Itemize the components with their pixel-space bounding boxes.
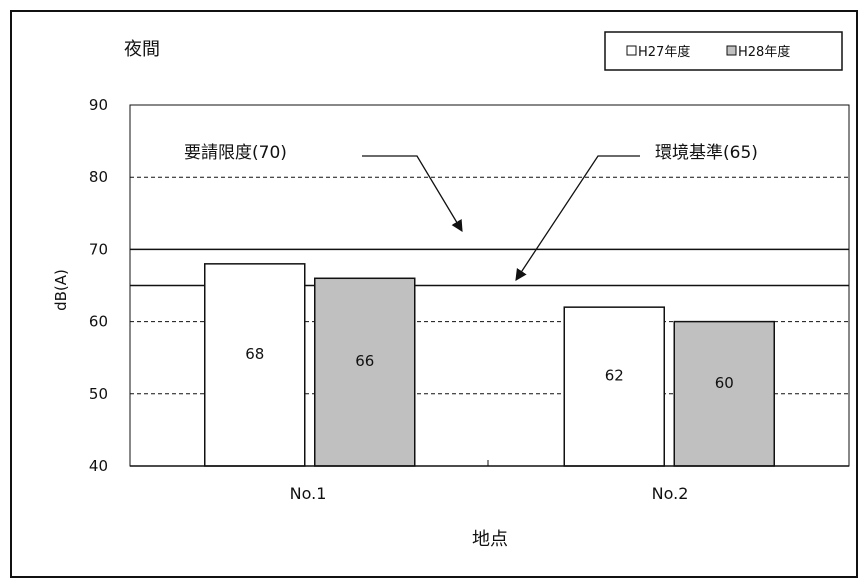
y-tick-label: 70 — [89, 240, 108, 258]
legend-label-h27: H27年度 — [638, 44, 690, 60]
bar-value-label: 66 — [355, 352, 374, 370]
category-label-no1: No.1 — [290, 484, 327, 503]
category-label-no2: No.2 — [652, 484, 689, 503]
y-tick-label: 90 — [89, 96, 108, 114]
chart-frame — [10, 10, 858, 578]
legend: H27年度 H28年度 — [604, 31, 843, 71]
y-axis-title: dB(A) — [52, 269, 70, 311]
arrow-request-limit — [362, 155, 463, 233]
y-tick-label: 80 — [89, 168, 108, 186]
bar — [563, 306, 665, 467]
y-tick-label: 50 — [89, 385, 108, 403]
bar — [204, 263, 306, 467]
legend-swatch-h27 — [626, 45, 637, 56]
bar-value-label: 62 — [605, 367, 624, 385]
annotation-env-standard: 環境基準(65) — [655, 143, 758, 163]
bar — [314, 277, 416, 467]
bars: 68 66 62 60 — [204, 263, 775, 467]
y-axis-ticks: 40 50 60 70 80 90 — [89, 96, 108, 475]
chart-title: 夜間 — [124, 39, 160, 60]
x-axis-title: 地点 — [472, 529, 508, 550]
legend-swatch-h28 — [726, 45, 737, 56]
annotation-request-limit: 要請限度(70) — [184, 143, 287, 163]
bar-value-label: 68 — [245, 345, 264, 363]
legend-box — [604, 31, 843, 71]
y-tick-label: 60 — [89, 313, 108, 331]
bar-value-label: 60 — [715, 374, 734, 392]
arrow-env-standard — [515, 155, 640, 281]
bar — [673, 320, 775, 467]
y-tick-label: 40 — [89, 457, 108, 475]
legend-label-h28: H28年度 — [738, 44, 790, 60]
